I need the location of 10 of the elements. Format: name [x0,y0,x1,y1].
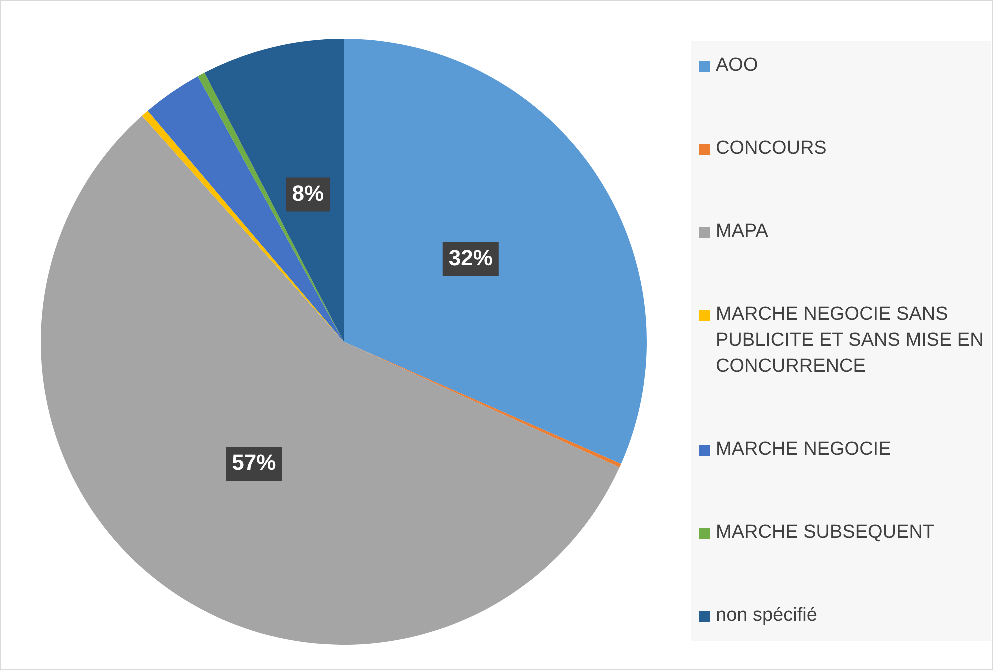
legend-label: non spécifié [716,604,818,628]
data-label: 8% [292,180,324,206]
legend-label: AOO [716,54,758,78]
data-label: 32% [448,245,493,270]
legend-label: MARCHE NEGOCIE SANS PUBLICITE ET SANS MISE EN CONCURRENCE [716,303,985,379]
legend-label: MAPA [716,220,768,244]
legend-label: CONCOURS [716,137,827,161]
data-label: 57% [232,450,276,476]
legend-label: MARCHE SUBSEQUENT [716,521,935,545]
legend-label: MARCHE NEGOCIE [716,438,892,462]
